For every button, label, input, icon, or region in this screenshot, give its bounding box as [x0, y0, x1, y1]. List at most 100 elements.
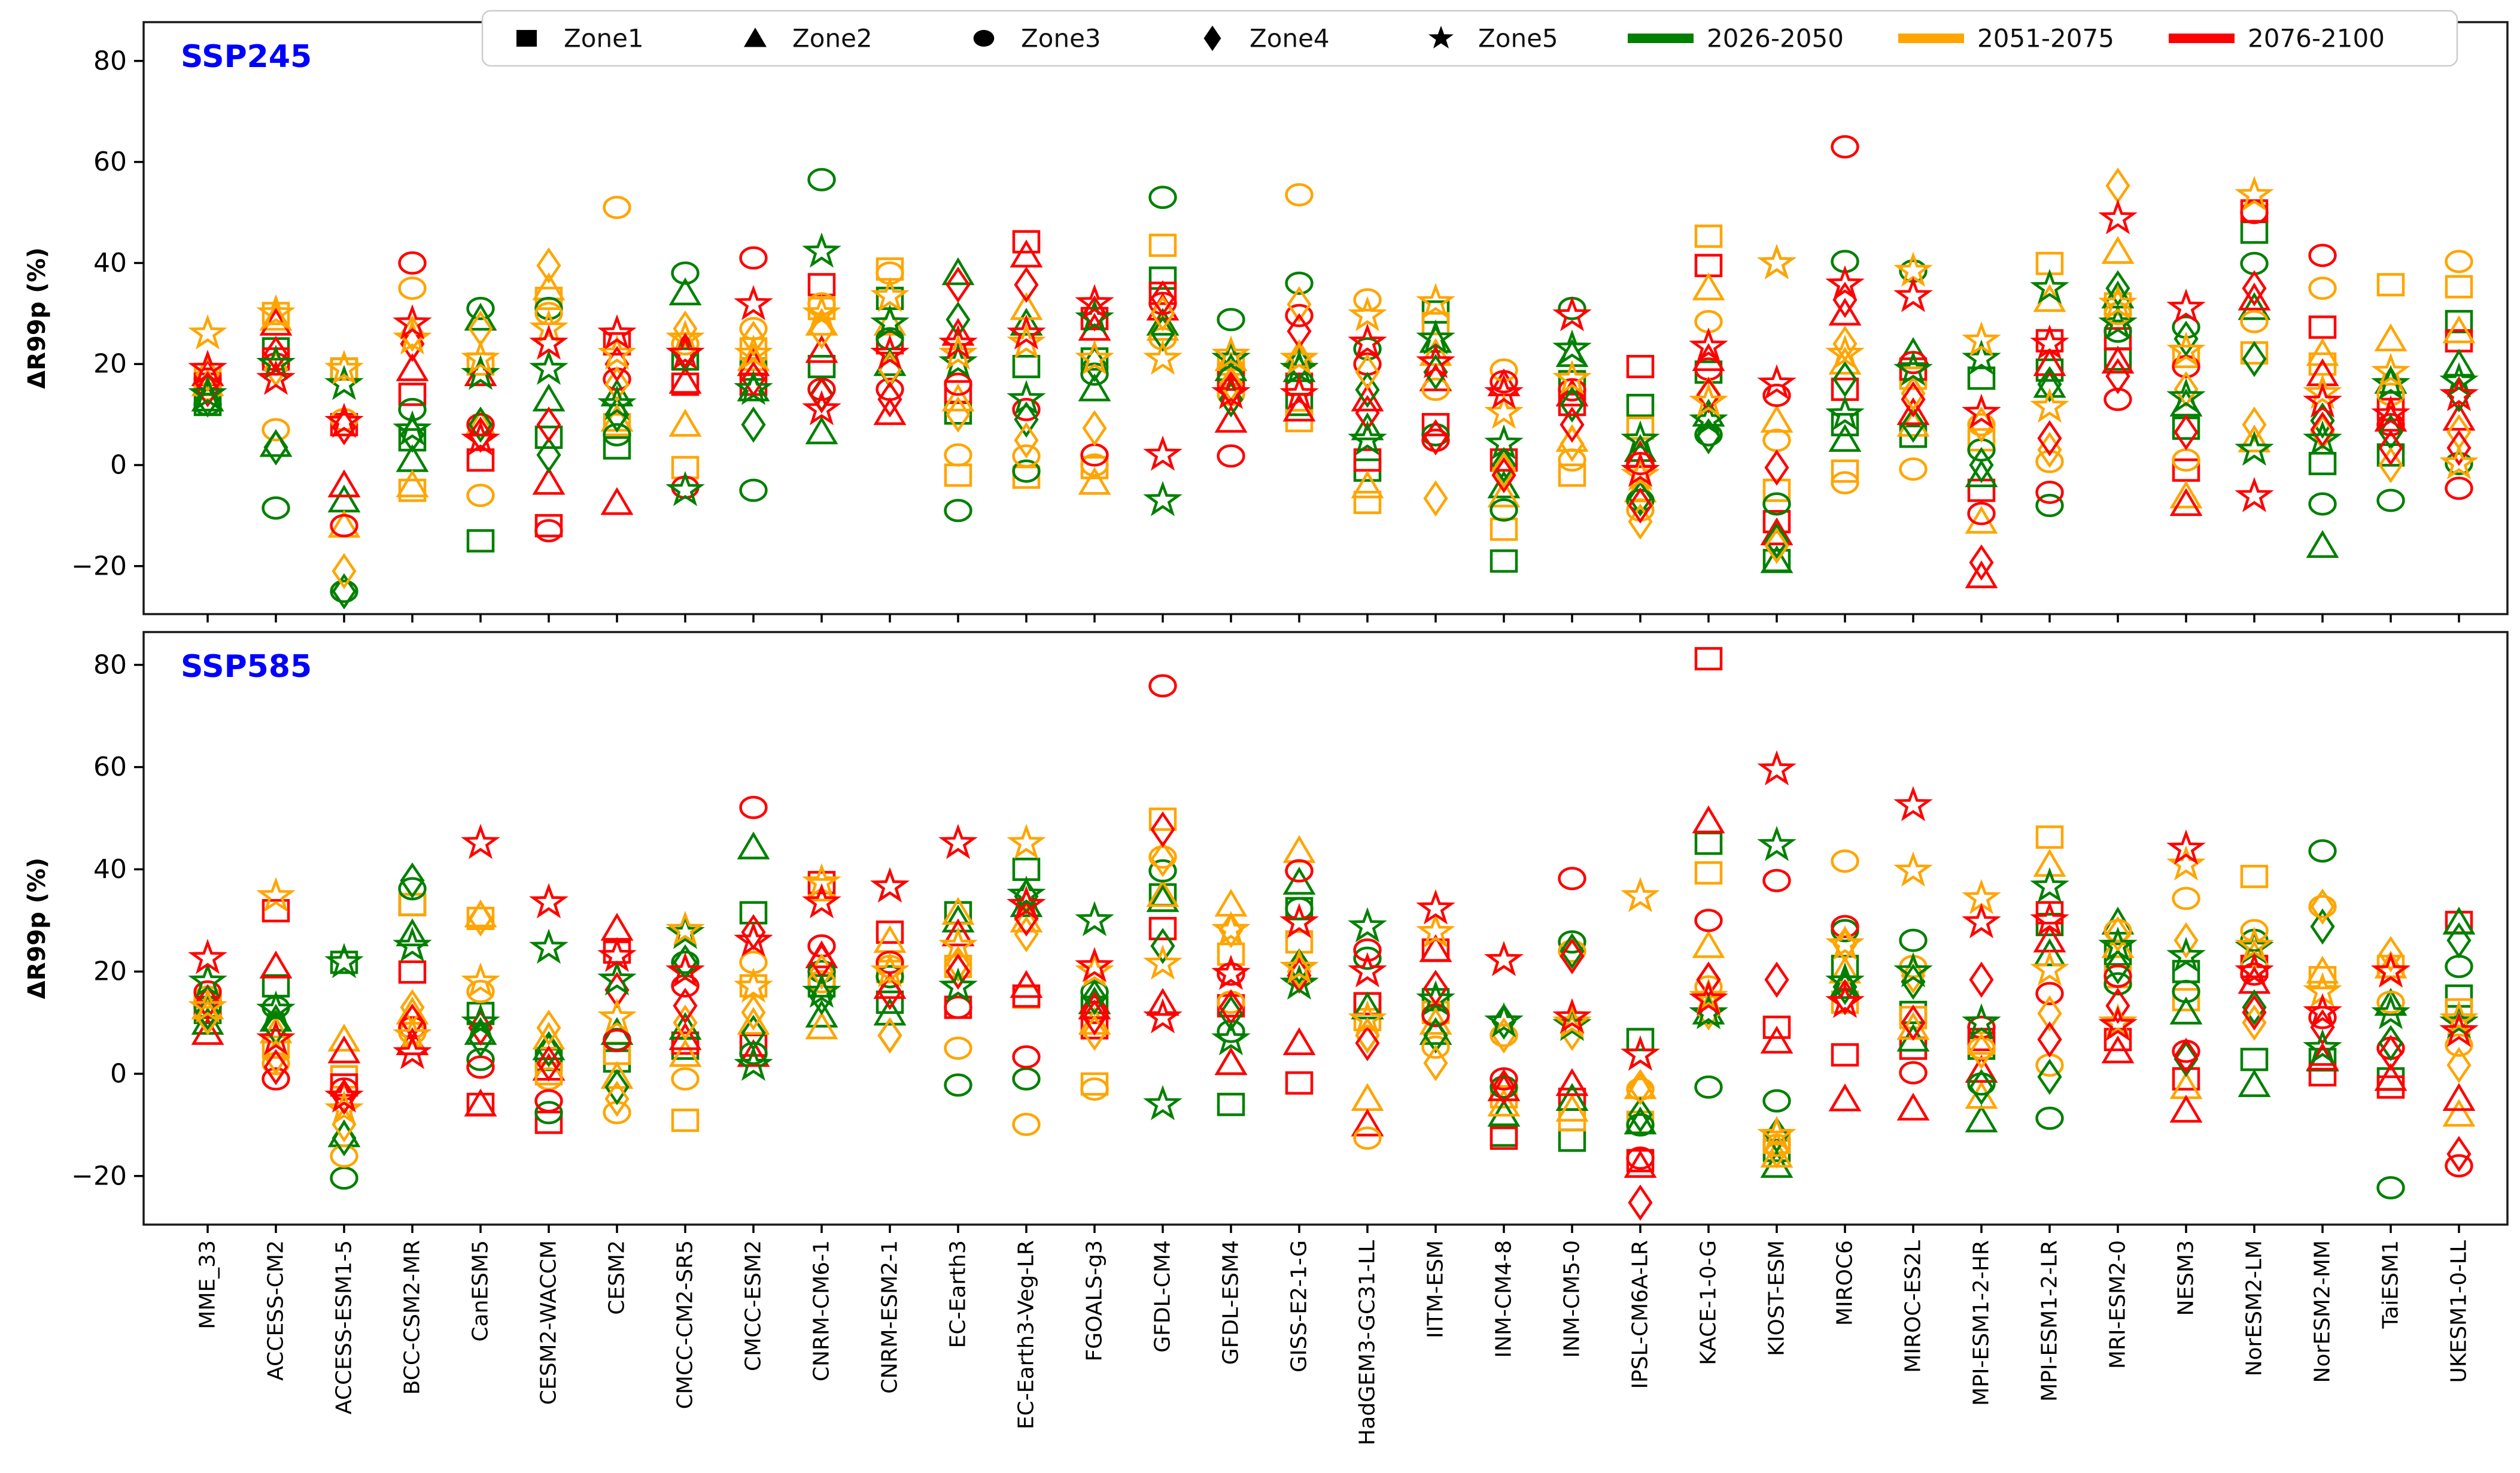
square-marker	[534, 426, 563, 450]
diamond-marker	[1218, 995, 1244, 1032]
triangle-marker	[2169, 997, 2203, 1025]
star-marker	[1552, 360, 1592, 395]
square-marker	[1831, 459, 1859, 483]
star-marker-group	[188, 375, 227, 411]
diamond-marker	[263, 429, 288, 466]
panel-frame	[142, 21, 2509, 615]
square-marker	[1489, 1126, 1518, 1150]
diamond-marker	[1628, 503, 1653, 540]
triangle-marker	[1624, 1150, 1657, 1178]
star-marker-group	[1416, 889, 1455, 925]
star-marker-group	[870, 867, 910, 903]
star-marker-group	[1962, 339, 2001, 375]
x-tick-label: EC-Earth3	[946, 1240, 971, 1348]
x-tick-label: NorESM2-MM	[2311, 1240, 2335, 1383]
square-marker	[1012, 354, 1041, 378]
x-tick-label: KIOST-ESM	[1765, 1240, 1789, 1356]
triangle-marker	[1282, 867, 1316, 895]
star-marker	[1825, 982, 1865, 1018]
star-marker-group	[2371, 365, 2410, 400]
circle-marker	[2103, 387, 2132, 411]
star-marker	[1416, 980, 1455, 1016]
y-tick-label: 20	[93, 956, 127, 987]
x-tick-label: TaiESM1	[2379, 1240, 2403, 1329]
diamond-marker	[2174, 922, 2199, 959]
star-marker-group	[529, 324, 569, 360]
triangle-marker	[2033, 938, 2066, 967]
diamond-marker	[1082, 1015, 1107, 1051]
star-marker	[1893, 350, 1933, 386]
diamond-marker	[1628, 1097, 1653, 1133]
star-marker	[1689, 977, 1728, 1013]
star-marker	[938, 334, 978, 370]
star-marker-group	[1143, 944, 1183, 980]
star-marker-group	[188, 350, 227, 385]
star-marker-group	[1689, 977, 1728, 1013]
square-marker	[1489, 517, 1518, 541]
circle-marker	[2035, 1106, 2064, 1130]
circle-marker	[876, 950, 904, 974]
circle-marker	[1558, 378, 1586, 402]
star-marker	[2030, 387, 2069, 423]
diamond-marker	[741, 320, 766, 357]
diamond-marker	[2174, 320, 2199, 357]
diamond-marker	[1969, 447, 1994, 484]
square-marker	[1285, 1071, 1314, 1095]
star-marker-group	[734, 334, 773, 370]
star-marker	[461, 339, 500, 375]
triangle-marker	[1828, 424, 1862, 452]
triangle-marker	[941, 257, 975, 286]
star-marker-group	[1484, 424, 1524, 460]
circle-marker	[398, 877, 427, 901]
diamond-marker	[2378, 447, 2403, 484]
diamond-marker	[741, 406, 766, 443]
square-marker	[466, 352, 495, 376]
diamond-marker	[2378, 1034, 2403, 1071]
x-tick-label: INM-CM4-8	[1492, 1240, 1516, 1358]
diamond-marker	[536, 1031, 561, 1068]
diamond-marker	[1764, 523, 1789, 559]
circle-marker	[876, 965, 904, 989]
triangle-marker	[327, 469, 361, 497]
star-marker-group	[1893, 851, 1933, 887]
x-tick-label: MME_33	[196, 1240, 220, 1329]
star-marker-group	[2166, 288, 2206, 324]
diamond-marker	[946, 396, 971, 433]
triangle-marker	[805, 335, 838, 363]
triangle-marker	[805, 416, 838, 445]
triangle-marker	[941, 383, 975, 412]
star-marker	[1962, 393, 2001, 429]
star-marker-group	[1143, 481, 1183, 517]
star-marker-group	[1552, 329, 1592, 365]
triangle-marker	[737, 831, 770, 859]
diamond-marker	[2310, 414, 2335, 451]
diamond-marker	[2105, 948, 2130, 985]
diamond-marker	[741, 994, 766, 1031]
circle-marker	[2445, 250, 2473, 274]
diamond-marker	[1832, 361, 1858, 397]
star-marker-group	[665, 910, 705, 946]
star-marker	[324, 943, 364, 979]
circle-marker	[2376, 1176, 2405, 1199]
star-marker-group	[324, 365, 364, 400]
star-marker-group	[1689, 994, 1728, 1029]
triangle-marker	[1351, 1108, 1384, 1137]
square-marker	[1353, 1008, 1382, 1031]
circle-marker	[1080, 453, 1109, 477]
square-marker	[1012, 230, 1041, 254]
star-marker-group	[2371, 994, 2410, 1029]
star-marker-group	[2030, 950, 2069, 986]
circle-marker	[262, 418, 290, 442]
circle-marker	[739, 478, 768, 502]
star-marker	[1484, 424, 1524, 460]
star-marker-group	[1416, 912, 1455, 948]
square-marker	[876, 920, 904, 944]
star-marker-group	[1757, 1116, 1796, 1151]
circle-marker	[807, 970, 836, 994]
star-marker	[1143, 339, 1183, 375]
diamond-marker	[1150, 811, 1175, 848]
circle-marker	[466, 484, 495, 508]
diamond-marker	[1423, 1044, 1448, 1082]
square-marker	[2172, 1067, 2200, 1091]
star-marker-group	[938, 824, 978, 859]
